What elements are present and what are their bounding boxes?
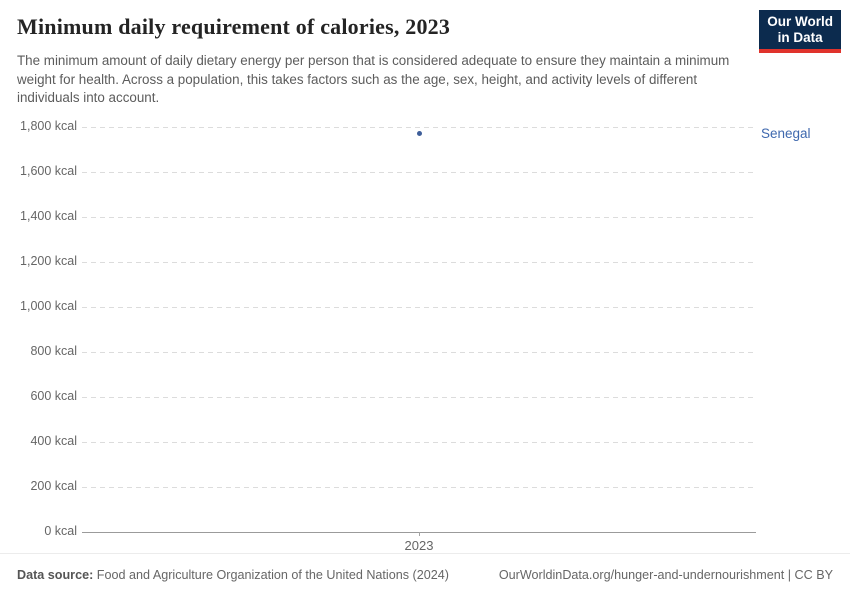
- y-axis-tick-label: 0 kcal: [44, 524, 77, 538]
- y-axis-tick-label: 200 kcal: [30, 479, 77, 493]
- x-axis-tick: [419, 532, 420, 536]
- owid-logo-line1: Our World: [767, 14, 833, 29]
- gridline: [82, 352, 756, 353]
- gridline: [82, 487, 756, 488]
- y-axis-tick-label: 1,400 kcal: [20, 209, 77, 223]
- gridline: [82, 397, 756, 398]
- y-axis-tick-label: 1,000 kcal: [20, 299, 77, 313]
- y-axis-tick-label: 800 kcal: [30, 344, 77, 358]
- data-source-label: Data source:: [17, 568, 94, 582]
- chart-footer: Data source: Food and Agriculture Organi…: [17, 568, 833, 582]
- owid-logo-line2: in Data: [777, 30, 823, 45]
- owid-logo[interactable]: Our World in Data: [759, 10, 841, 53]
- chart-subtitle: The minimum amount of daily dietary ener…: [17, 53, 730, 105]
- credit-link[interactable]: OurWorldinData.org/hunger-and-undernouri…: [498, 568, 833, 582]
- data-source-text[interactable]: Food and Agriculture Organization of the…: [96, 568, 449, 582]
- y-axis-tick-label: 400 kcal: [30, 434, 77, 448]
- page-title: Minimum daily requirement of calories, 2…: [17, 14, 451, 39]
- data-source-line: Data source: Food and Agriculture Organi…: [17, 568, 449, 582]
- entity-label-senegal[interactable]: Senegal: [761, 125, 811, 141]
- x-axis-tick-label: 2023: [404, 538, 434, 553]
- gridline: [82, 307, 756, 308]
- gridline: [82, 127, 756, 128]
- y-axis-tick-label: 1,600 kcal: [20, 164, 77, 178]
- gridline: [82, 262, 756, 263]
- data-point-senegal[interactable]: [416, 131, 422, 137]
- gridline: [82, 442, 756, 443]
- y-axis-tick-label: 1,800 kcal: [20, 119, 77, 133]
- y-axis-tick-label: 600 kcal: [30, 389, 77, 403]
- footer-divider: [0, 553, 850, 554]
- gridline: [82, 217, 756, 218]
- y-axis-tick-label: 1,200 kcal: [20, 254, 77, 268]
- gridline: [82, 172, 756, 173]
